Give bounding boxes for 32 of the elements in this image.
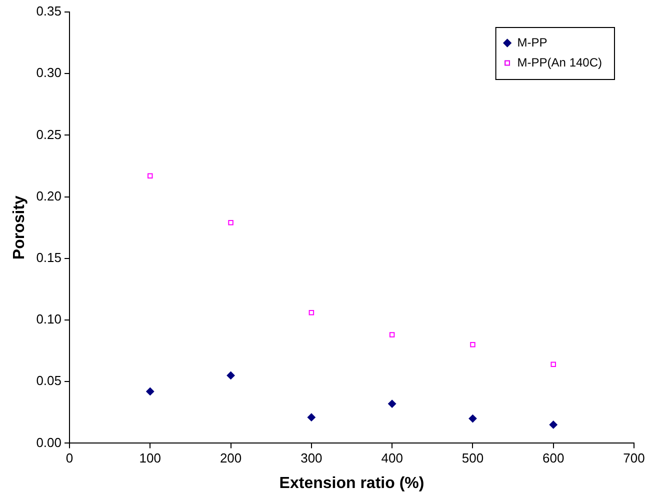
y-axis-title: Porosity — [11, 195, 28, 260]
point — [470, 342, 476, 348]
point — [226, 371, 235, 380]
x-tick-label: 700 — [623, 450, 645, 466]
y-tick-label: 0.30 — [36, 65, 62, 80]
point — [148, 173, 153, 178]
x-tick-label: 500 — [462, 450, 484, 466]
point — [307, 413, 316, 422]
legend-label: M-PP — [517, 35, 548, 50]
point — [550, 362, 556, 367]
y-tick-label: 0.00 — [36, 434, 62, 450]
y-tick-label: 0.35 — [36, 4, 62, 19]
y-tick-label: 0.20 — [36, 188, 62, 204]
point — [549, 420, 558, 429]
x-tick-label: 400 — [381, 450, 403, 466]
y-tick-label: 0.25 — [36, 126, 62, 142]
x-tick-label: 100 — [139, 450, 161, 466]
point — [468, 414, 477, 423]
x-tick-label: 0 — [66, 450, 74, 466]
y-tick-label: 0.05 — [36, 373, 62, 388]
x-axis-title: Extension ratio (%) — [279, 474, 424, 492]
legend-label: M-PP(An 140C) — [517, 55, 602, 70]
point — [228, 220, 234, 226]
y-tick-label: 0.15 — [36, 250, 62, 265]
x-tick-label: 600 — [542, 450, 564, 466]
x-tick-label: 200 — [220, 450, 242, 466]
point — [388, 400, 396, 408]
y-tick-label: 0.10 — [36, 312, 62, 327]
point — [146, 387, 154, 396]
point — [308, 310, 314, 316]
point — [389, 332, 395, 338]
x-tick-label: 300 — [300, 450, 322, 466]
